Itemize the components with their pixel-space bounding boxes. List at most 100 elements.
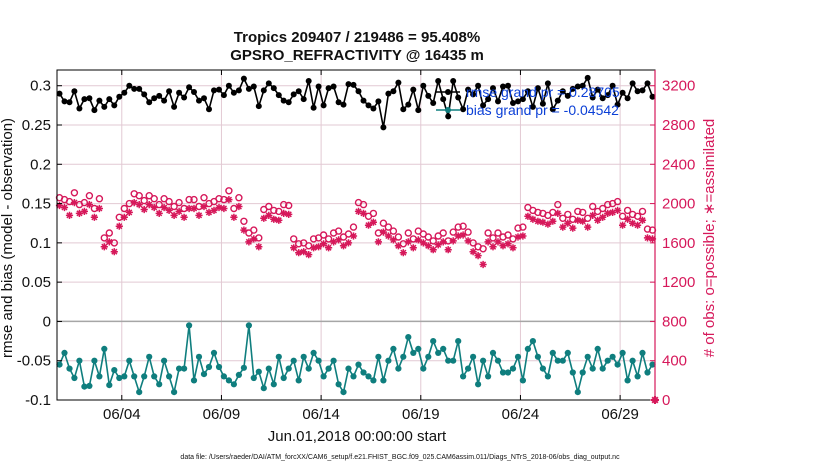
- bias-point: [355, 361, 362, 368]
- rmse-point: [515, 98, 521, 105]
- y-tick-label-right: 400: [662, 353, 687, 370]
- obs-possible-point: [599, 204, 607, 213]
- obs-possible-point: [504, 231, 512, 239]
- obs-possible-point: [70, 189, 79, 197]
- bias-point: [195, 353, 203, 360]
- obs-possible-point: [324, 235, 333, 243]
- obs-possible-point: [574, 207, 582, 216]
- bias-point: [390, 345, 397, 352]
- obs-possible-point: [379, 219, 388, 227]
- obs-possible-point: [564, 210, 572, 219]
- rmse-point: [300, 96, 307, 103]
- rmse-point: [270, 85, 277, 92]
- rmse-point: [385, 90, 392, 97]
- obs-assimilated-point: [70, 199, 78, 207]
- rmse-point: [569, 85, 576, 92]
- obs-assimilated-point: [369, 218, 377, 226]
- obs-possible-point: [643, 225, 652, 233]
- bias-point: [215, 363, 223, 371]
- obs-possible-point: [569, 215, 577, 224]
- rmse-point: [121, 89, 128, 96]
- rmse-point: [56, 90, 63, 97]
- bias-point: [225, 377, 232, 384]
- rmse-point: [131, 85, 138, 92]
- rmse-point: [156, 92, 163, 99]
- obs-assimilated-point: [185, 204, 193, 213]
- obs-assimilated-point: [489, 243, 497, 251]
- bias-point: [360, 369, 367, 376]
- obs-assimilated-point: [634, 221, 642, 229]
- bias-point: [166, 373, 173, 380]
- obs-assimilated-point: [589, 211, 597, 219]
- y-tick-label-left: 0.05: [22, 274, 51, 291]
- bias-point: [340, 389, 347, 396]
- bias-point: [405, 334, 412, 341]
- obs-possible-point: [349, 223, 358, 231]
- obs-possible-point: [559, 214, 567, 223]
- x-tick-label: 06/19: [402, 406, 440, 423]
- bias-point: [475, 381, 482, 388]
- obs-possible-point: [285, 201, 293, 210]
- rmse-point: [495, 98, 501, 105]
- obs-assimilated-point: [140, 205, 148, 214]
- obs-assimilated-point: [479, 260, 487, 269]
- obs-assimilated-point: [504, 240, 512, 248]
- rmse-point: [460, 106, 467, 113]
- rmse-point: [136, 85, 143, 92]
- y-axis-label-right: # of obs: o=possible; ∗=assimilated: [701, 119, 718, 358]
- bias-point: [514, 353, 522, 360]
- rmse-point: [609, 82, 616, 89]
- obs-assimilated-point: [150, 203, 158, 212]
- bias-point: [529, 338, 537, 345]
- rmse-point: [240, 75, 247, 82]
- rmse-point: [181, 94, 188, 101]
- bias-point: [579, 369, 586, 376]
- bias-point: [171, 389, 178, 396]
- bias-point: [554, 357, 561, 364]
- obs-assimilated-point: [225, 196, 233, 204]
- rmse-point: [415, 107, 422, 114]
- bias-point: [614, 361, 621, 368]
- rmse-point: [505, 82, 511, 89]
- rmse-point: [96, 97, 103, 104]
- obs-assimilated-point: [574, 216, 582, 224]
- obs-possible-point: [484, 229, 492, 237]
- bias-point: [589, 365, 596, 372]
- obs-assimilated-point: [614, 206, 622, 214]
- obs-assimilated-point: [509, 244, 517, 252]
- obs-assimilated-point: [285, 210, 293, 218]
- obs-assimilated-point: [529, 215, 537, 223]
- rmse-point: [425, 92, 432, 99]
- y-tick-label-left: 0.25: [22, 117, 51, 134]
- obs-possible-point: [165, 197, 173, 206]
- obs-assimilated-point: [315, 243, 323, 251]
- bias-point: [524, 345, 532, 352]
- obs-assimilated-point: [414, 236, 422, 244]
- obs-possible-point: [105, 229, 114, 237]
- rmse-point: [564, 92, 571, 99]
- obs-assimilated-point: [514, 233, 522, 241]
- chart-title: Tropics 209407 / 219486 = 95.408%: [234, 29, 480, 46]
- obs-possible-point: [374, 229, 383, 237]
- rmse-point: [81, 96, 88, 103]
- rmse-point: [604, 92, 611, 99]
- bias-point: [280, 374, 287, 382]
- obs-possible-point: [613, 197, 622, 206]
- bias-point: [425, 353, 432, 360]
- obs-assimilated-point: [145, 201, 153, 209]
- obs-assimilated-point: [604, 209, 612, 217]
- obs-possible-point: [633, 212, 642, 221]
- bias-point: [295, 377, 302, 384]
- bias-point: [435, 349, 442, 356]
- y-tick-label-right: 1200: [662, 274, 695, 291]
- obs-possible-point: [604, 200, 612, 209]
- obs-possible-point: [519, 223, 527, 231]
- data-file-footer: data file: /Users/raeder/DAI/ATM_forcXX/…: [180, 454, 620, 461]
- obs-possible-point: [464, 228, 472, 236]
- obs-assimilated-point: [170, 211, 178, 219]
- obs-assimilated-point: [130, 199, 138, 207]
- bias-point: [116, 374, 123, 382]
- obs-assimilated-point: [354, 207, 363, 215]
- obs-possible-point: [394, 233, 403, 241]
